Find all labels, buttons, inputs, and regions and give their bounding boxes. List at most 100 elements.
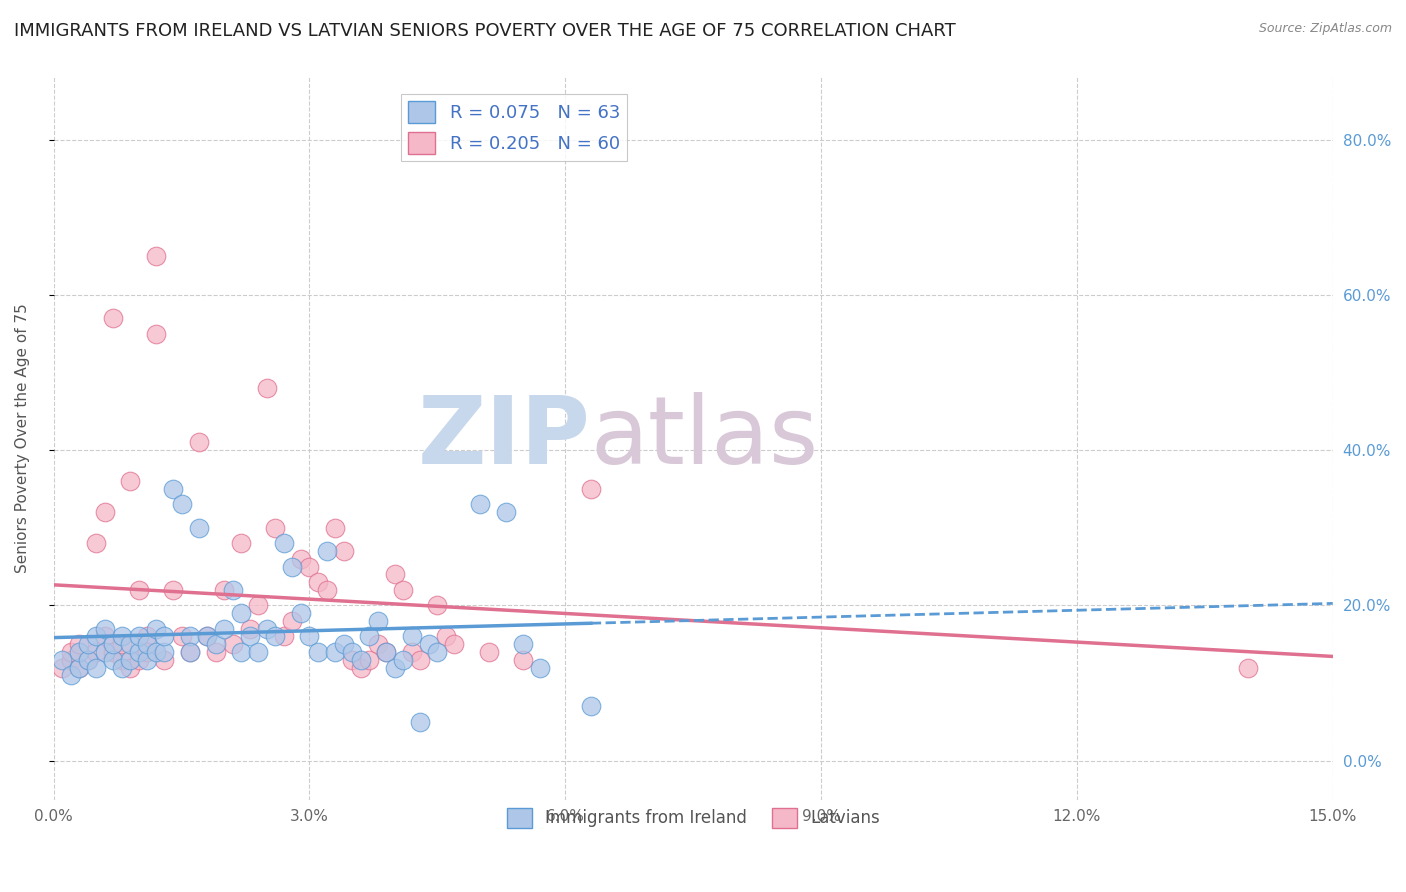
Point <box>136 637 159 651</box>
Point <box>332 544 354 558</box>
Point <box>128 653 150 667</box>
Point <box>187 435 209 450</box>
Point <box>170 630 193 644</box>
Point <box>349 653 371 667</box>
Point <box>290 606 312 620</box>
Point <box>332 637 354 651</box>
Point <box>443 637 465 651</box>
Y-axis label: Seniors Poverty Over the Age of 75: Seniors Poverty Over the Age of 75 <box>15 303 30 574</box>
Point <box>375 645 398 659</box>
Point <box>128 645 150 659</box>
Point <box>359 630 381 644</box>
Point <box>67 660 90 674</box>
Point <box>349 660 371 674</box>
Point <box>94 505 117 519</box>
Point <box>418 637 440 651</box>
Point <box>120 474 142 488</box>
Point <box>84 645 107 659</box>
Point <box>256 622 278 636</box>
Point <box>409 653 432 667</box>
Point <box>359 653 381 667</box>
Point <box>375 645 398 659</box>
Point <box>434 630 457 644</box>
Point <box>222 637 245 651</box>
Point <box>120 660 142 674</box>
Point <box>94 630 117 644</box>
Point <box>477 645 499 659</box>
Point <box>195 630 218 644</box>
Point <box>256 381 278 395</box>
Point <box>103 637 125 651</box>
Point <box>315 582 337 597</box>
Point <box>67 637 90 651</box>
Point <box>323 645 346 659</box>
Point <box>409 714 432 729</box>
Point <box>231 606 253 620</box>
Point <box>247 599 270 613</box>
Point <box>162 582 184 597</box>
Point <box>94 645 117 659</box>
Point <box>59 653 82 667</box>
Point <box>392 582 415 597</box>
Point <box>290 551 312 566</box>
Point <box>281 614 304 628</box>
Point <box>76 653 98 667</box>
Point <box>103 311 125 326</box>
Point <box>579 699 602 714</box>
Point <box>495 505 517 519</box>
Point <box>273 630 295 644</box>
Point <box>136 645 159 659</box>
Point <box>111 630 134 644</box>
Point <box>323 521 346 535</box>
Point <box>111 660 134 674</box>
Point <box>231 645 253 659</box>
Point <box>162 482 184 496</box>
Point <box>1236 660 1258 674</box>
Point <box>231 536 253 550</box>
Point <box>120 637 142 651</box>
Point <box>529 660 551 674</box>
Point <box>84 660 107 674</box>
Point <box>392 653 415 667</box>
Point <box>204 645 226 659</box>
Point <box>340 645 363 659</box>
Point <box>94 622 117 636</box>
Point <box>579 482 602 496</box>
Point <box>367 614 389 628</box>
Point <box>111 653 134 667</box>
Point <box>103 653 125 667</box>
Point <box>67 660 90 674</box>
Point <box>51 653 73 667</box>
Point <box>384 567 406 582</box>
Text: Source: ZipAtlas.com: Source: ZipAtlas.com <box>1258 22 1392 36</box>
Point <box>59 668 82 682</box>
Point <box>298 559 321 574</box>
Point <box>281 559 304 574</box>
Point <box>315 544 337 558</box>
Point <box>340 653 363 667</box>
Point <box>426 645 449 659</box>
Point <box>264 630 287 644</box>
Point <box>195 630 218 644</box>
Point <box>120 653 142 667</box>
Point <box>179 645 201 659</box>
Point <box>468 498 491 512</box>
Point <box>179 645 201 659</box>
Point <box>239 622 262 636</box>
Point <box>222 582 245 597</box>
Point <box>204 637 226 651</box>
Point <box>426 599 449 613</box>
Point <box>67 645 90 659</box>
Point <box>59 645 82 659</box>
Point <box>128 630 150 644</box>
Text: atlas: atlas <box>591 392 820 484</box>
Point <box>84 536 107 550</box>
Point <box>84 630 107 644</box>
Legend: Immigrants from Ireland, Latvians: Immigrants from Ireland, Latvians <box>501 801 887 835</box>
Point <box>239 630 262 644</box>
Point <box>136 630 159 644</box>
Point <box>111 637 134 651</box>
Point <box>145 622 167 636</box>
Point <box>298 630 321 644</box>
Point <box>212 622 235 636</box>
